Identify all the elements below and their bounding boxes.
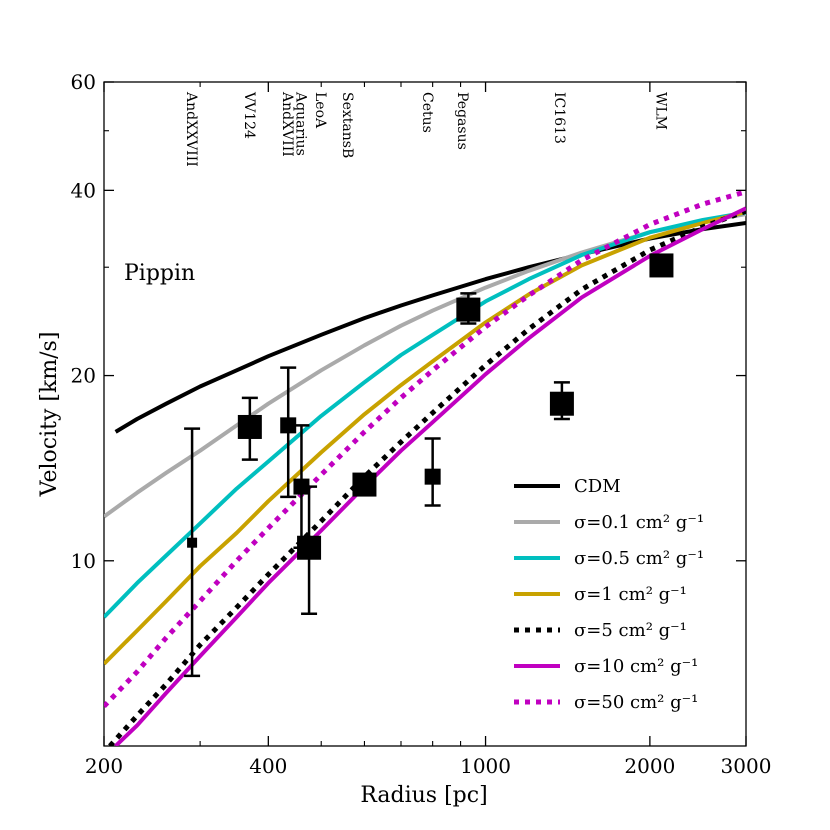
x-tick-label: 2000: [624, 754, 675, 778]
legend-label-5: σ=10 cm² g⁻¹: [574, 656, 698, 677]
data-point-sextansb: [352, 472, 377, 497]
panel-label: Pippin: [124, 261, 195, 286]
data-point-cetus: [424, 468, 441, 485]
data-point-ic1613: [549, 391, 574, 416]
legend-label-2: σ=0.5 cm² g⁻¹: [574, 548, 704, 569]
series-lines: [104, 189, 746, 746]
galaxy-label-sextansb: SextansB: [339, 92, 355, 158]
data-points: [184, 253, 674, 678]
galaxy-label-leoa: LeoA: [312, 92, 328, 129]
series-line-cdm: [114, 221, 746, 434]
data-point-leoa: [297, 535, 322, 560]
data-point-wlm: [649, 253, 674, 278]
data-point-vv124: [237, 414, 262, 439]
galaxy-label-aquarius: Aquarius: [293, 91, 309, 156]
y-tick-label: 10: [71, 549, 96, 573]
legend-label-1: σ=0.1 cm² g⁻¹: [574, 512, 704, 533]
galaxy-label-andxxviii: AndXXVIII: [183, 91, 199, 167]
series-line-6: [104, 189, 746, 709]
data-point-andxviii: [280, 417, 297, 434]
data-point-andxxviii: [187, 537, 198, 548]
galaxy-label-vv124: VV124: [241, 91, 257, 139]
y-tick-label: 60: [71, 70, 96, 94]
x-tick-label: 3000: [721, 754, 772, 778]
legend-label-4: σ=5 cm² g⁻¹: [574, 620, 687, 641]
axis-ticks: 200 400 1000 2000 3000 10 20 40 60: [71, 70, 772, 778]
x-tick-label: 1000: [460, 754, 511, 778]
series-line-3: [104, 209, 746, 666]
x-tick-label: 400: [249, 754, 287, 778]
y-axis-label: Velocity [km/s]: [37, 332, 62, 498]
data-point-pegasus: [456, 297, 481, 322]
galaxy-label-andxviii: AndXVIII: [279, 91, 295, 157]
galaxy-label-pegasus: Pegasus: [454, 92, 470, 150]
plot-border: [103, 81, 747, 747]
x-tick-label: 200: [85, 754, 123, 778]
legend-label-3: σ=1 cm² g⁻¹: [574, 584, 687, 605]
series-line-5: [114, 206, 746, 746]
legend: CDM σ=0.1 cm² g⁻¹ σ=0.5 cm² g⁻¹ σ=1 cm² g⁻¹…: [514, 476, 704, 713]
galaxy-label-wlm: WLM: [652, 92, 668, 130]
plot-frame: [103, 81, 747, 747]
y-tick-label: 40: [71, 178, 96, 202]
y-tick-label: 20: [71, 364, 96, 388]
x-axis-label: Radius [pc]: [360, 783, 487, 808]
legend-label-6: σ=50 cm² g⁻¹: [574, 692, 698, 713]
galaxy-label-ic1613: IC1613: [551, 92, 567, 144]
series-line-4: [108, 208, 746, 746]
galaxy-label-cetus: Cetus: [419, 92, 435, 133]
legend-label-0: CDM: [574, 476, 621, 497]
